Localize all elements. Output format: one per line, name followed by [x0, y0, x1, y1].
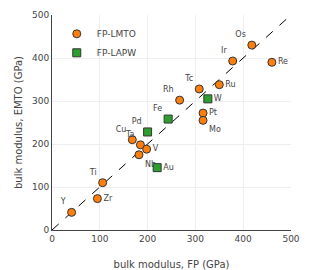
svg-text:Rh: Rh — [163, 85, 174, 94]
svg-text:bulk modulus, EMTO (GPa): bulk modulus, EMTO (GPa) — [13, 56, 24, 189]
svg-text:500: 500 — [282, 234, 299, 244]
svg-text:FP-LAPW: FP-LAPW — [97, 48, 136, 58]
svg-text:200: 200 — [139, 234, 156, 244]
svg-text:Mo: Mo — [209, 125, 221, 134]
svg-text:W: W — [214, 94, 222, 103]
svg-text:Y: Y — [60, 197, 66, 206]
svg-text:300: 300 — [187, 234, 204, 244]
svg-text:300: 300 — [32, 96, 49, 106]
svg-text:0: 0 — [49, 234, 55, 244]
svg-text:Tc: Tc — [184, 74, 193, 83]
svg-text:V: V — [153, 144, 159, 153]
svg-text:Zr: Zr — [103, 194, 112, 203]
svg-text:Ru: Ru — [225, 80, 235, 89]
svg-text:Cu: Cu — [116, 125, 127, 134]
svg-text:Au: Au — [163, 163, 174, 172]
svg-text:Pt: Pt — [209, 108, 217, 117]
svg-text:Pd: Pd — [132, 117, 142, 126]
svg-text:Fe: Fe — [153, 104, 162, 113]
svg-text:Ir: Ir — [221, 46, 227, 55]
svg-text:bulk modulus, FP (GPa): bulk modulus, FP (GPa) — [114, 259, 230, 270]
svg-text:500: 500 — [32, 10, 49, 20]
svg-text:200: 200 — [32, 139, 49, 149]
svg-text:400: 400 — [32, 53, 49, 63]
svg-text:Os: Os — [235, 30, 245, 39]
svg-text:0: 0 — [43, 225, 49, 235]
svg-text:Ta: Ta — [125, 130, 135, 139]
svg-text:Nb: Nb — [145, 160, 156, 169]
svg-text:400: 400 — [235, 234, 252, 244]
svg-text:100: 100 — [32, 182, 49, 192]
svg-text:FP-LMTO: FP-LMTO — [97, 29, 136, 39]
svg-text:Ti: Ti — [89, 168, 97, 177]
svg-text:100: 100 — [91, 234, 108, 244]
svg-text:Re: Re — [278, 57, 288, 66]
